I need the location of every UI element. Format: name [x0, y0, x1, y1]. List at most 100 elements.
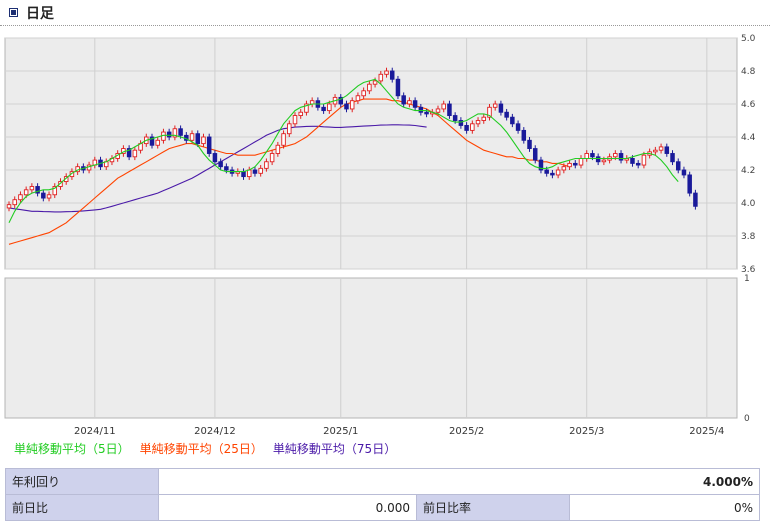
candle-body [590, 153, 595, 158]
candle-body [355, 95, 361, 102]
candle-body [327, 103, 332, 112]
candle-body [172, 128, 178, 138]
candle-body [218, 161, 223, 168]
candle-body [578, 157, 584, 166]
change-value: 0.000 [158, 494, 417, 521]
y-tick-label: 5.0 [741, 34, 756, 44]
candle-body [521, 129, 527, 141]
table-row: 年利回り 4.000% [5, 468, 760, 495]
candle-body [58, 181, 63, 187]
candle-body [41, 192, 46, 199]
candle-body [441, 103, 446, 110]
candle-body [269, 153, 275, 163]
candle-body [464, 124, 469, 131]
candle-body [367, 83, 372, 92]
candle-body [681, 169, 687, 176]
candle-body [658, 146, 664, 151]
square-bullet-icon [9, 8, 18, 17]
x-axis-ticks: 2024/11 2024/12 2025/1 2025/2 2025/3 2025/4 [74, 426, 724, 437]
page-title: 日足 [26, 6, 54, 22]
candle-body [338, 96, 344, 105]
candle-body [458, 120, 464, 126]
grid [5, 37, 737, 418]
candle-body [361, 90, 366, 97]
y-tick-label: 4.8 [741, 67, 756, 77]
candle-body [344, 103, 349, 110]
candle-body [561, 166, 567, 171]
candle-body [23, 189, 29, 196]
x-tick-label: 2024/12 [194, 426, 236, 437]
y-axis-ticks-lower: 10 [744, 274, 750, 424]
change-rate-value: 0% [569, 494, 760, 521]
candle-body [538, 159, 544, 171]
price-panel [4, 37, 738, 270]
candle-body [664, 146, 670, 154]
candle-body [424, 111, 429, 115]
candle-body [126, 148, 132, 158]
x-tick-label: 2025/1 [323, 426, 358, 437]
candle-body [641, 154, 647, 166]
candle-body [613, 153, 618, 158]
table-row: 前日比 0.000 前日比率 0% [5, 494, 760, 521]
candle-body [395, 78, 401, 97]
candle-body [452, 115, 458, 121]
candle-body [241, 171, 246, 178]
candle-body [435, 108, 441, 113]
candle-body [35, 186, 40, 194]
candle-body [487, 106, 492, 118]
candle-body [384, 70, 389, 75]
candle-body [401, 95, 406, 105]
candle-body [527, 139, 532, 150]
candle-body [155, 139, 160, 146]
candle-body [595, 156, 601, 163]
candle-body [372, 80, 378, 85]
candle-body [298, 111, 303, 116]
candle-body [510, 116, 515, 125]
candle-body [166, 131, 172, 138]
candle-body [178, 128, 183, 136]
yield-label: 年利回り [5, 468, 159, 495]
candle-body [515, 123, 521, 131]
change-rate-label: 前日比率 [416, 494, 570, 521]
candle-body [287, 123, 292, 135]
candle-body [481, 116, 487, 121]
candle-body [675, 161, 681, 171]
chart-header: 日足 [0, 0, 770, 28]
y-tick-label: 3.8 [741, 232, 756, 242]
candle-body [195, 133, 201, 145]
ma5-series [8, 78, 679, 224]
candle-body [281, 133, 286, 146]
candle-body [12, 199, 17, 206]
candle-body [475, 120, 481, 125]
candle-body [412, 100, 418, 108]
candle-body [258, 167, 263, 174]
header-divider [0, 25, 770, 26]
yield-value: 4.000% [158, 468, 760, 495]
candle-body [149, 136, 155, 146]
legend-ma5: 単純移動平均（5日） [14, 442, 130, 456]
candle-body [670, 153, 675, 163]
candle-body [201, 136, 206, 145]
candle-body [52, 186, 58, 196]
legend-ma25: 単純移動平均（25日） [139, 442, 263, 456]
x-tick-label: 2025/2 [449, 426, 484, 437]
chart-legend: 単純移動平均（5日） 単純移動平均（25日） 単純移動平均（75日） [14, 440, 406, 457]
candle-body [492, 103, 498, 108]
ma75-line [8, 124, 427, 213]
candle-body [46, 194, 52, 199]
candle-body [687, 174, 692, 194]
candle-body [630, 157, 635, 164]
candle-body [189, 133, 195, 141]
candle-body [246, 169, 252, 178]
candle-body [555, 169, 561, 176]
y-axis-ticks: 5.0 4.8 4.6 4.4 4.2 4.0 3.8 3.6 [741, 34, 756, 275]
ma75-series [8, 124, 427, 213]
candle-body [275, 144, 281, 154]
x-tick-label: 2025/4 [689, 426, 724, 437]
candle-body [224, 166, 229, 171]
candle-body [601, 159, 607, 163]
candle-body [532, 148, 538, 161]
change-label: 前日比 [5, 494, 159, 521]
price-chart: 5.04.84.64.44.24.03.83.6 10 2024/11 2024/… [4, 34, 756, 437]
legend-ma75: 単純移動平均（75日） [272, 442, 397, 456]
